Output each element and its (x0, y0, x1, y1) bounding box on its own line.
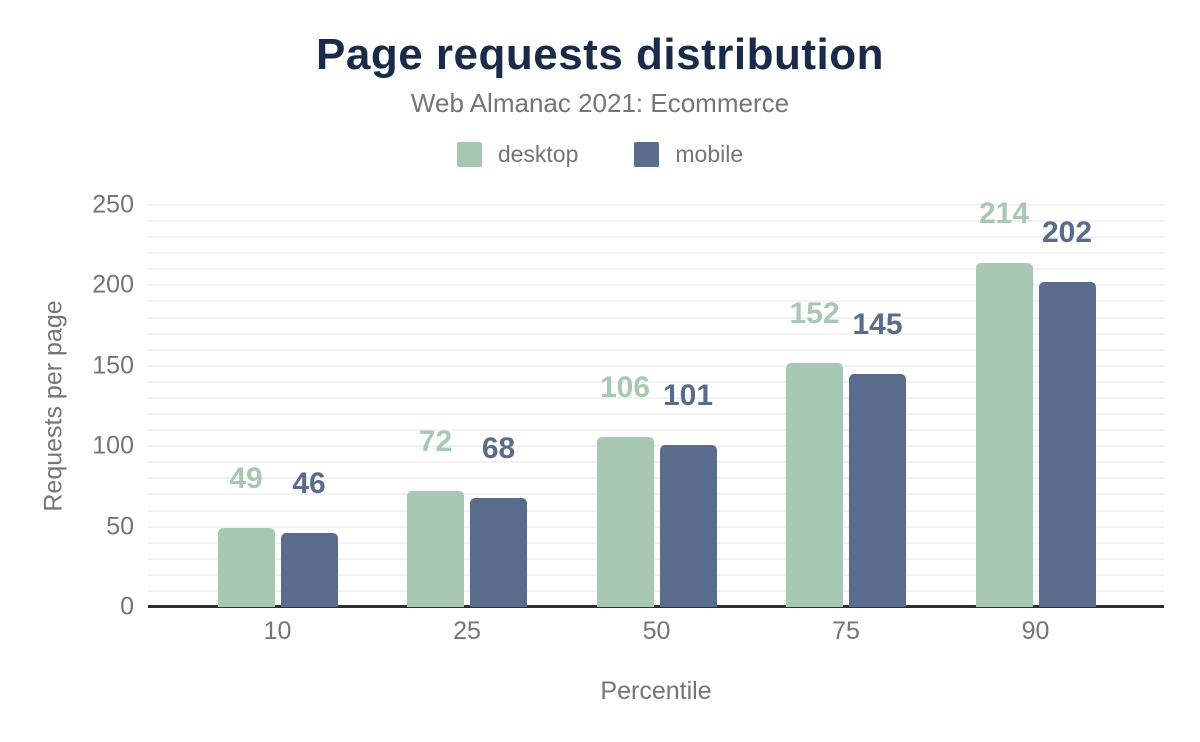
gridline (148, 252, 1164, 255)
bar-value-label-mobile: 68 (481, 431, 516, 465)
gridline (148, 236, 1164, 239)
gridline (148, 429, 1164, 432)
y-tick-label: 150 (92, 351, 134, 380)
bar-desktop (975, 262, 1033, 607)
x-tick-label: 75 (832, 617, 860, 645)
x-tick-label: 25 (453, 617, 481, 645)
legend: desktop mobile (0, 141, 1200, 168)
gridline (148, 541, 1164, 544)
gridline (148, 573, 1164, 576)
y-axis-title: Requests per page (39, 300, 68, 512)
gridline (148, 557, 1164, 560)
bar-value-label-desktop: 214 (978, 196, 1030, 230)
plot-area: 0 50 100 150 200 250 49 46 10 72 68 25 106 101 50 152 14… (92, 192, 1164, 644)
bar-value-label-mobile: 46 (292, 467, 326, 501)
bar-value-label-desktop: 72 (418, 425, 453, 459)
legend-swatch-mobile (634, 142, 660, 167)
bar-mobile (280, 533, 338, 607)
bar-desktop (217, 528, 275, 607)
gridline (148, 268, 1164, 271)
legend-swatch-desktop (456, 142, 482, 167)
gridline (148, 332, 1164, 335)
gridline (148, 509, 1164, 512)
bar-mobile (659, 444, 717, 607)
gridline (148, 461, 1164, 464)
gridline (148, 493, 1164, 496)
chart-subtitle: Web Almanac 2021: Ecommerce (410, 88, 790, 118)
gridline (148, 300, 1164, 303)
bar-value-label-mobile: 202 (1041, 216, 1093, 250)
legend-item-desktop: desktop (456, 141, 579, 168)
bar-desktop (786, 362, 843, 607)
bar-value-label-mobile: 101 (662, 378, 714, 412)
y-tick-label: 0 (120, 592, 134, 621)
gridline (148, 525, 1164, 528)
gridline (148, 204, 1164, 206)
bar-desktop (596, 436, 654, 607)
gridline (148, 380, 1164, 383)
bar-mobile (849, 373, 906, 607)
x-tick-label: 10 (263, 617, 292, 645)
y-tick-label: 200 (92, 270, 134, 299)
legend-item-mobile: mobile (634, 141, 743, 168)
chart-title: Page requests distribution (316, 30, 884, 79)
bar-value-label-desktop: 49 (229, 462, 263, 496)
gridline (148, 348, 1164, 351)
gridline (148, 477, 1164, 480)
gridline (148, 220, 1164, 223)
gridline (148, 445, 1164, 448)
x-axis-line (148, 605, 1164, 608)
gridline (148, 316, 1164, 319)
bar-desktop (407, 491, 464, 607)
bar-value-label-desktop: 152 (789, 296, 840, 330)
x-tick-label: 50 (642, 617, 671, 645)
y-tick-label: 250 (92, 190, 134, 219)
y-tick-label: 100 (92, 431, 134, 460)
x-tick-label: 90 (1021, 617, 1050, 645)
legend-label-mobile: mobile (675, 141, 744, 167)
legend-label-desktop: desktop (497, 141, 579, 167)
gridline (148, 413, 1164, 416)
bar-value-label-desktop: 106 (599, 370, 651, 404)
x-axis-title: Percentile (600, 677, 712, 705)
bar-value-label-mobile: 145 (852, 307, 903, 341)
gridline (148, 284, 1164, 287)
bar-mobile (1038, 282, 1096, 607)
bar-mobile (470, 497, 527, 607)
y-tick-label: 50 (106, 512, 134, 541)
gridline (148, 364, 1164, 367)
gridline (148, 396, 1164, 399)
gridline (148, 589, 1164, 592)
